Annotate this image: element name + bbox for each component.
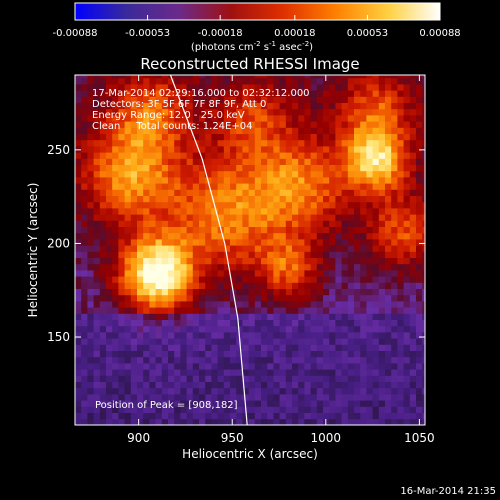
colorbar — [74, 2, 441, 21]
colorbar-tick-label: -0.00018 — [198, 28, 243, 39]
y-tick-label: 250 — [47, 143, 70, 157]
colorbar-tick-label: 0.00088 — [419, 28, 460, 39]
x-axis-label: Heliocentric X (arcsec) — [182, 447, 318, 461]
axis-ticks: 900 950 1000 1050 150 200 250 — [47, 75, 435, 445]
colorbar-unit-label: (photons cm-2 s-1 asec-2) — [191, 40, 313, 53]
time-range-annotation: 17-Mar-2014 02:29:16.000 to 02:32:12.000 — [92, 88, 310, 99]
y-tick-label: 200 — [47, 236, 70, 250]
energy-annotation: Energy Range: 12.0 - 25.0 keV — [92, 110, 245, 121]
chart-title: Reconstructed RHESSI Image — [140, 55, 359, 73]
detectors-annotation: Detectors: 3F 5F 6F 7F 8F 9F, Att 0 — [92, 99, 266, 110]
footer-timestamp: 16-Mar-2014 21:35 — [400, 486, 496, 497]
peak-annotation: Position of Peak = [908,182] — [95, 400, 238, 411]
colorbar-tick-label: 0.00018 — [274, 28, 315, 39]
x-tick-label: 950 — [221, 431, 244, 445]
y-tick-label: 150 — [47, 330, 70, 344]
solar-limb-curve — [169, 75, 248, 425]
y-axis-label: Heliocentric Y (arcsec) — [26, 183, 40, 318]
colorbar-tick-label: -0.00053 — [125, 28, 170, 39]
colorbar-ticks: -0.00088 -0.00053 -0.00018 0.00018 0.00053 0.… — [53, 15, 461, 39]
x-tick-label: 1050 — [404, 431, 435, 445]
colorbar-tick-label: 0.00053 — [347, 28, 388, 39]
x-tick-label: 900 — [127, 431, 150, 445]
clean-annotation: Clean Total counts: 1.24E+04 — [92, 121, 252, 132]
colorbar-tick-label: -0.00088 — [53, 28, 98, 39]
heatmap-cell — [75, 418, 82, 425]
x-tick-label: 1000 — [311, 431, 342, 445]
plot-frame — [74, 74, 426, 426]
